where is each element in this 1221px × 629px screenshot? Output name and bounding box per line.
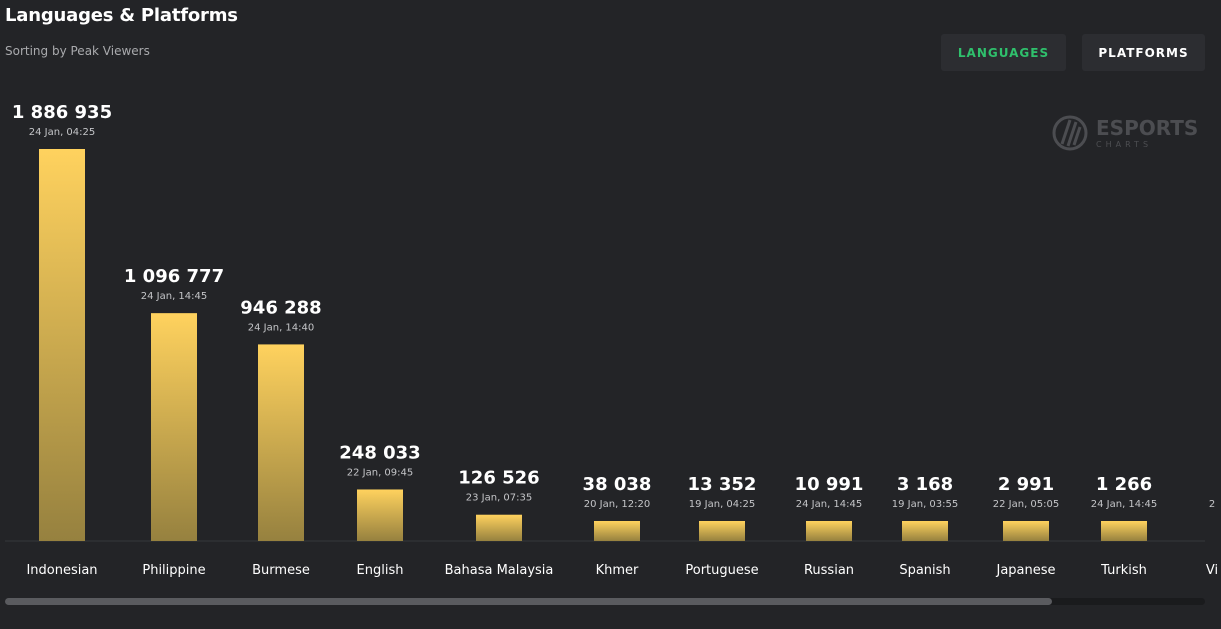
- bar-value-label: 10 991: [795, 474, 864, 495]
- bar-value-label: 1 886 935: [12, 102, 112, 123]
- bar-portuguese[interactable]: [699, 521, 745, 541]
- bar-date-label: 24 Jan, 14:45: [141, 291, 208, 302]
- bar-date-label: 22 Jan, 05:05: [993, 499, 1060, 510]
- bar-english[interactable]: [357, 489, 403, 541]
- bar-value-label: 126 526: [458, 468, 539, 489]
- bar-khmer[interactable]: [594, 521, 640, 541]
- page-title: Languages & Platforms: [5, 5, 238, 26]
- tab-platforms[interactable]: PLATFORMS: [1082, 34, 1205, 71]
- category-label: Bahasa Malaysia: [445, 563, 554, 578]
- bar-date-label: 20 Jan, 12:20: [584, 499, 651, 510]
- bar-value-label: 1 096 777: [124, 266, 224, 287]
- watermark-brand: ESPORTS: [1096, 116, 1199, 140]
- category-label: Portuguese: [685, 563, 758, 578]
- category-label: Vi: [1206, 563, 1218, 578]
- category-label: English: [357, 563, 404, 578]
- bar-value-label: 3 168: [897, 474, 953, 495]
- esports-charts-logo-icon: [1052, 115, 1088, 151]
- bar-indonesian[interactable]: [39, 149, 85, 541]
- bar-burmese[interactable]: [258, 344, 304, 541]
- bar-date-label: 2: [1209, 499, 1215, 510]
- bar-value-label: 13 352: [688, 474, 757, 495]
- bar-date-label: 24 Jan, 14:45: [796, 499, 863, 510]
- watermark-sub: CHARTS: [1096, 140, 1153, 149]
- bar-russian[interactable]: [806, 521, 852, 541]
- bar-date-label: 24 Jan, 14:40: [248, 322, 315, 333]
- category-label: Russian: [804, 563, 854, 578]
- bar-date-label: 23 Jan, 07:35: [466, 493, 533, 504]
- bar-value-label: 2 991: [998, 474, 1054, 495]
- bar-philippine[interactable]: [151, 313, 197, 541]
- bar-date-label: 24 Jan, 04:25: [29, 127, 96, 138]
- category-label: Indonesian: [26, 563, 97, 578]
- bar-turkish[interactable]: [1101, 521, 1147, 541]
- horizontal-scrollbar[interactable]: [5, 598, 1205, 605]
- bar-value-label: 1 266: [1096, 474, 1152, 495]
- bar-date-label: 19 Jan, 04:25: [689, 499, 756, 510]
- esports-charts-watermark: ESPORTS CHARTS: [1052, 110, 1212, 156]
- bar-date-label: 19 Jan, 03:55: [892, 499, 959, 510]
- category-label: Philippine: [142, 563, 205, 578]
- bar-value-label: 38 038: [583, 474, 652, 495]
- scrollbar-thumb[interactable]: [5, 598, 1052, 605]
- bar-japanese[interactable]: [1003, 521, 1049, 541]
- category-label: Turkish: [1100, 563, 1147, 578]
- bar-spanish[interactable]: [902, 521, 948, 541]
- bar-value-label: 248 033: [339, 442, 420, 463]
- bar-bahasa-malaysia[interactable]: [476, 514, 522, 541]
- tab-languages[interactable]: LANGUAGES: [941, 34, 1066, 71]
- category-label: Spanish: [899, 563, 950, 578]
- bar-date-label: 22 Jan, 09:45: [347, 467, 414, 478]
- category-label: Khmer: [596, 563, 639, 578]
- bar-date-label: 24 Jan, 14:45: [1091, 499, 1158, 510]
- category-label: Japanese: [995, 563, 1055, 578]
- category-label: Burmese: [252, 563, 310, 578]
- sort-subtitle: Sorting by Peak Viewers: [5, 44, 150, 58]
- bar-value-label: 946 288: [240, 297, 321, 318]
